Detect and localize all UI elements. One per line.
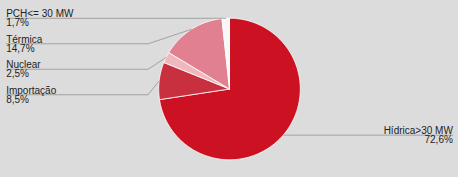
svg-text:1,7%: 1,7%	[6, 17, 29, 28]
svg-text:14,7%: 14,7%	[6, 43, 34, 54]
svg-text:PCH<= 30 MW: PCH<= 30 MW	[6, 8, 74, 20]
svg-text:8,5%: 8,5%	[6, 94, 29, 105]
svg-text:Nuclear: Nuclear	[6, 59, 41, 71]
svg-text:72,6%: 72,6%	[424, 134, 452, 145]
svg-text:2,5%: 2,5%	[6, 68, 29, 79]
svg-text:Térmica: Térmica	[6, 33, 43, 45]
svg-text:Importação: Importação	[6, 84, 57, 96]
svg-text:Hídrica>30 MW: Hídrica>30 MW	[383, 125, 453, 137]
